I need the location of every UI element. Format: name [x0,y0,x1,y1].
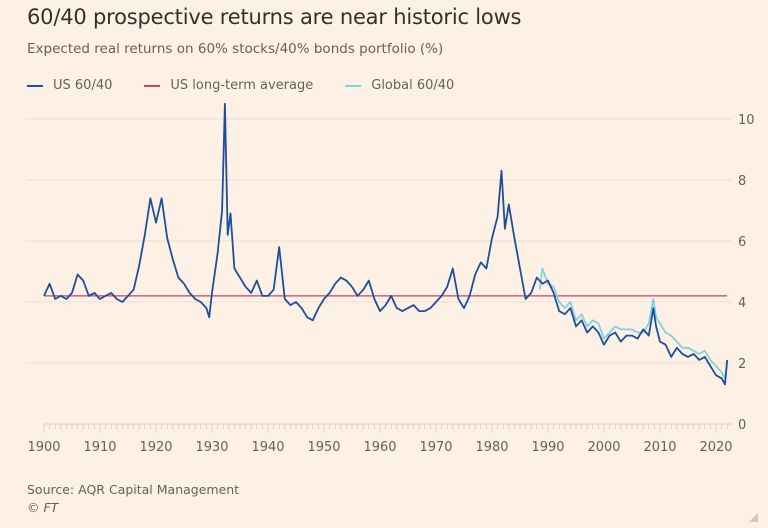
legend-label: US 60/40 [53,78,113,93]
chart-title: 60/40 prospective returns are near histo… [27,5,522,29]
x-tick-label: 1900 [27,440,60,455]
gridlines [26,118,732,364]
y-tick-label: 0 [738,418,746,433]
x-tick-label: 1940 [251,440,284,455]
x-tick-label: 1960 [363,440,396,455]
x-tick-label: 1980 [475,440,508,455]
legend-swatch-us-average [144,84,161,87]
legend: US 60/40 US long-term average Global 60/… [27,78,486,93]
legend-item-us-60-40: US 60/40 [27,78,112,93]
series-lines [43,102,729,386]
x-tick-label: 1930 [195,440,228,455]
y-tick-label: 10 [738,113,755,128]
source-note: Source: AQR Capital Management [27,482,240,497]
resize-handle-icon[interactable] [749,513,758,522]
series-line-global-60-40 [538,267,729,380]
x-tick-label: 2000 [587,440,620,455]
y-tick-label: 8 [738,174,746,189]
legend-swatch-us-60-40 [27,84,43,87]
x-tick-label: 1990 [531,440,564,455]
y-tick-label: 2 [738,357,746,372]
chart-subtitle: Expected real returns on 60% stocks/40% … [27,41,444,57]
series-line-us-60-40 [43,102,729,386]
legend-label: US long-term average [170,78,314,93]
legend-item-us-average: US long-term average [144,78,313,93]
legend-item-global-60-40: Global 60/40 [345,78,454,93]
y-tick-label: 6 [738,235,746,250]
x-tick-label: 2020 [699,440,732,455]
x-tick-label: 1910 [83,440,116,455]
y-axis: 0 2 4 6 8 10 [738,113,755,433]
legend-swatch-global-60-40 [345,84,362,87]
y-tick-label: 4 [738,296,746,311]
x-tick-label: 1950 [307,440,340,455]
x-axis: 1900 1910 1920 1930 1940 1950 1960 1970 1980 1990… [27,423,733,455]
legend-label: Global 60/40 [371,78,455,93]
x-tick-label: 1920 [139,440,172,455]
x-tick-label: 1970 [419,440,452,455]
x-tick-label: 2010 [643,440,676,455]
copyright-note: © FT [27,500,59,515]
